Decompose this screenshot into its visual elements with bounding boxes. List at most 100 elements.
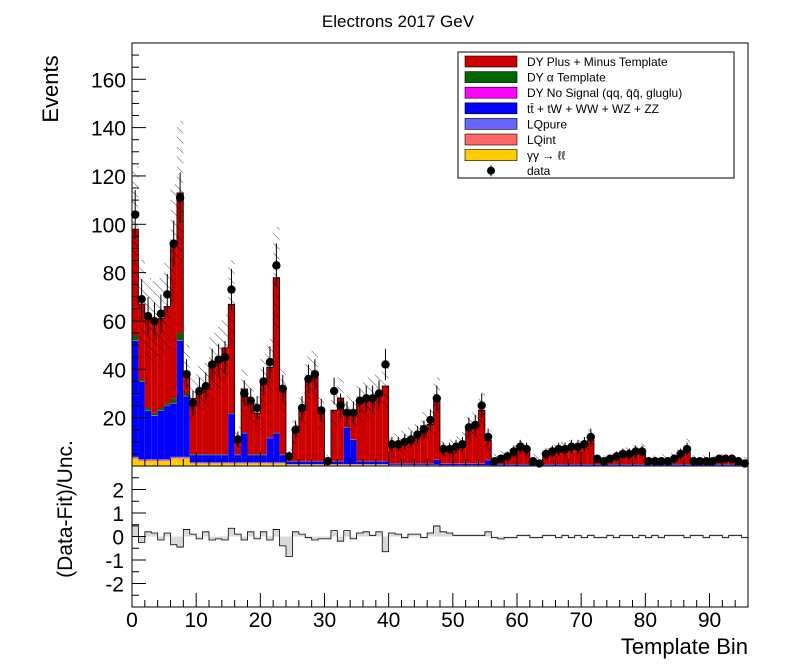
- stack-bar: [273, 277, 280, 433]
- stack-bar: [132, 457, 139, 459]
- legend-swatch: [464, 149, 518, 161]
- stack-bar: [395, 442, 402, 464]
- stack-bar: [382, 385, 389, 461]
- data-point: [528, 456, 538, 466]
- data-point: [676, 449, 685, 459]
- data-point: [374, 389, 384, 398]
- stack-bar: [209, 462, 216, 464]
- data-point: [329, 386, 339, 396]
- stack-bar: [209, 362, 216, 455]
- ratio-bar: [151, 532, 158, 537]
- stack-bar: [375, 461, 383, 465]
- stack-bar: [407, 437, 415, 464]
- x-tick-label: 90: [698, 609, 721, 632]
- stack-bar: [683, 464, 691, 466]
- ratio-bar: [735, 535, 742, 537]
- stack-bar: [151, 461, 158, 466]
- data-point: [265, 357, 275, 367]
- ratio-bar: [606, 535, 614, 537]
- data-point: [573, 442, 583, 451]
- data-point: [631, 447, 640, 456]
- data-point: [567, 442, 576, 451]
- data-point: [387, 440, 397, 449]
- stack-bar: [298, 461, 306, 465]
- ratio-bar: [176, 536, 184, 548]
- y-tick-label: 100: [91, 214, 126, 237]
- ratio-bars: [132, 525, 748, 557]
- stack-bar: [517, 464, 524, 466]
- ratio-bar: [202, 531, 209, 537]
- data-point: [727, 454, 737, 463]
- data-point: [278, 384, 287, 393]
- ratio-bar: [369, 535, 376, 537]
- stack-bar: [427, 463, 434, 465]
- stack-bar: [228, 304, 235, 414]
- ratio-bar: [728, 535, 736, 537]
- stack-bar: [144, 459, 152, 460]
- stack-bar: [549, 464, 556, 466]
- ratio-bar: [619, 535, 627, 537]
- stack-bar: [228, 462, 235, 464]
- data-point: [252, 403, 262, 413]
- data-point: [612, 452, 621, 461]
- data-point: [259, 377, 268, 386]
- stack-bar: [465, 429, 473, 464]
- ratio-bar: [279, 536, 286, 546]
- data-point: [509, 447, 518, 456]
- stack-bar: [356, 402, 363, 461]
- stack-bar: [266, 462, 274, 464]
- stack-bar: [247, 454, 254, 455]
- data-point: [458, 440, 467, 449]
- ratio-y-tick-label: -2: [105, 574, 124, 597]
- stack-bar: [497, 464, 505, 466]
- stack-bar: [330, 464, 338, 466]
- ratio-bar: [722, 536, 729, 538]
- stack-bar: [343, 464, 351, 466]
- data-point: [503, 452, 512, 461]
- stack-bar: [375, 393, 383, 461]
- ratio-bar: [170, 536, 177, 545]
- stack-bar: [356, 461, 363, 465]
- stack-bar: [234, 455, 242, 463]
- stack-bar: [388, 463, 396, 465]
- stack-bar: [356, 464, 363, 466]
- stack-bar: [189, 462, 197, 464]
- stack-bar: [472, 463, 479, 466]
- legend-label: DY No Signal (qq, q̄q̄, gluglu): [527, 86, 682, 100]
- data-point: [522, 444, 531, 454]
- ratio-bar: [574, 535, 582, 537]
- stack-bar: [574, 464, 582, 466]
- y-tick-label: 160: [91, 69, 126, 92]
- ratio-bar: [241, 536, 248, 541]
- data-point: [304, 374, 313, 384]
- stack-bar: [196, 455, 203, 463]
- stack-bar: [330, 410, 338, 461]
- stack-bar: [343, 427, 351, 465]
- stack-bar: [164, 406, 171, 460]
- stack-bar: [459, 441, 466, 464]
- legend-swatch: [464, 133, 518, 146]
- data-point: [445, 444, 454, 454]
- ratio-bar: [703, 536, 710, 538]
- data-point: [670, 454, 679, 463]
- ratio-bar: [472, 535, 479, 537]
- stack-bar: [176, 458, 184, 466]
- stack-bar: [587, 464, 594, 466]
- ratio-bar: [555, 536, 562, 538]
- stack-bar: [183, 456, 190, 458]
- stack-bar: [561, 464, 569, 466]
- stack-bar: [715, 464, 723, 466]
- data-point: [323, 456, 332, 466]
- stack-bar: [523, 464, 530, 466]
- stack-bar: [132, 458, 139, 466]
- ratio-bar: [536, 536, 543, 538]
- stack-bar: [286, 461, 293, 465]
- stack-bar: [273, 463, 280, 466]
- stack-bar: [619, 464, 627, 466]
- stack-bar: [722, 464, 729, 466]
- stack-bar: [196, 388, 203, 455]
- stack-bar: [138, 381, 145, 460]
- data-point: [490, 456, 499, 466]
- data-point: [413, 430, 422, 439]
- ratio-bar: [427, 532, 434, 537]
